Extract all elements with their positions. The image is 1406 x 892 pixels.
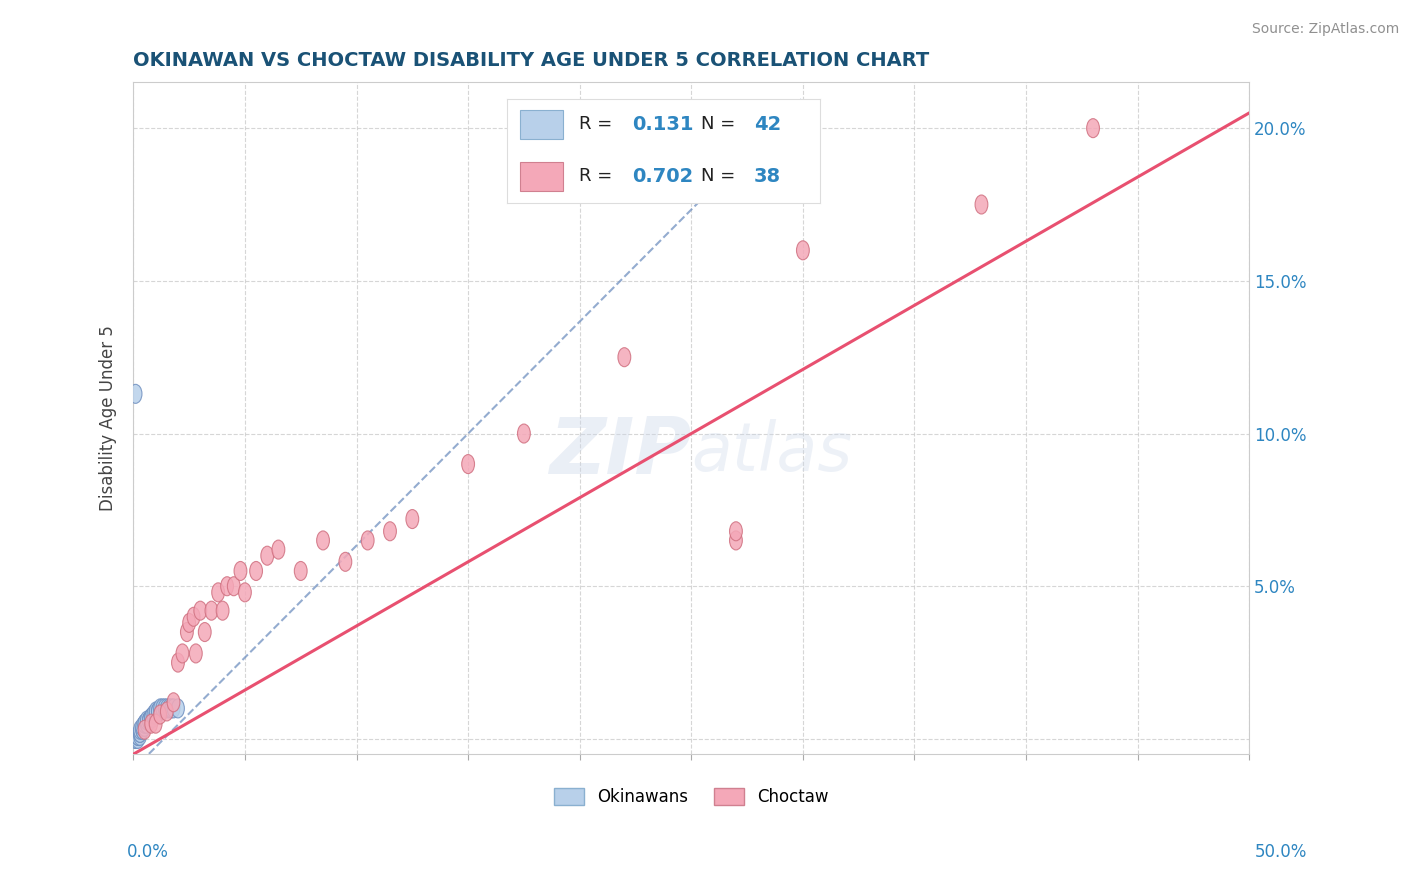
Text: ZIP: ZIP [550,414,692,490]
Y-axis label: Disability Age Under 5: Disability Age Under 5 [100,326,117,511]
Text: OKINAWAN VS CHOCTAW DISABILITY AGE UNDER 5 CORRELATION CHART: OKINAWAN VS CHOCTAW DISABILITY AGE UNDER… [134,51,929,70]
Text: 0.0%: 0.0% [127,843,169,861]
Legend: Okinawans, Choctaw: Okinawans, Choctaw [547,781,835,814]
Text: Source: ZipAtlas.com: Source: ZipAtlas.com [1251,22,1399,37]
Text: 50.0%: 50.0% [1256,843,1308,861]
Text: atlas: atlas [692,419,852,485]
